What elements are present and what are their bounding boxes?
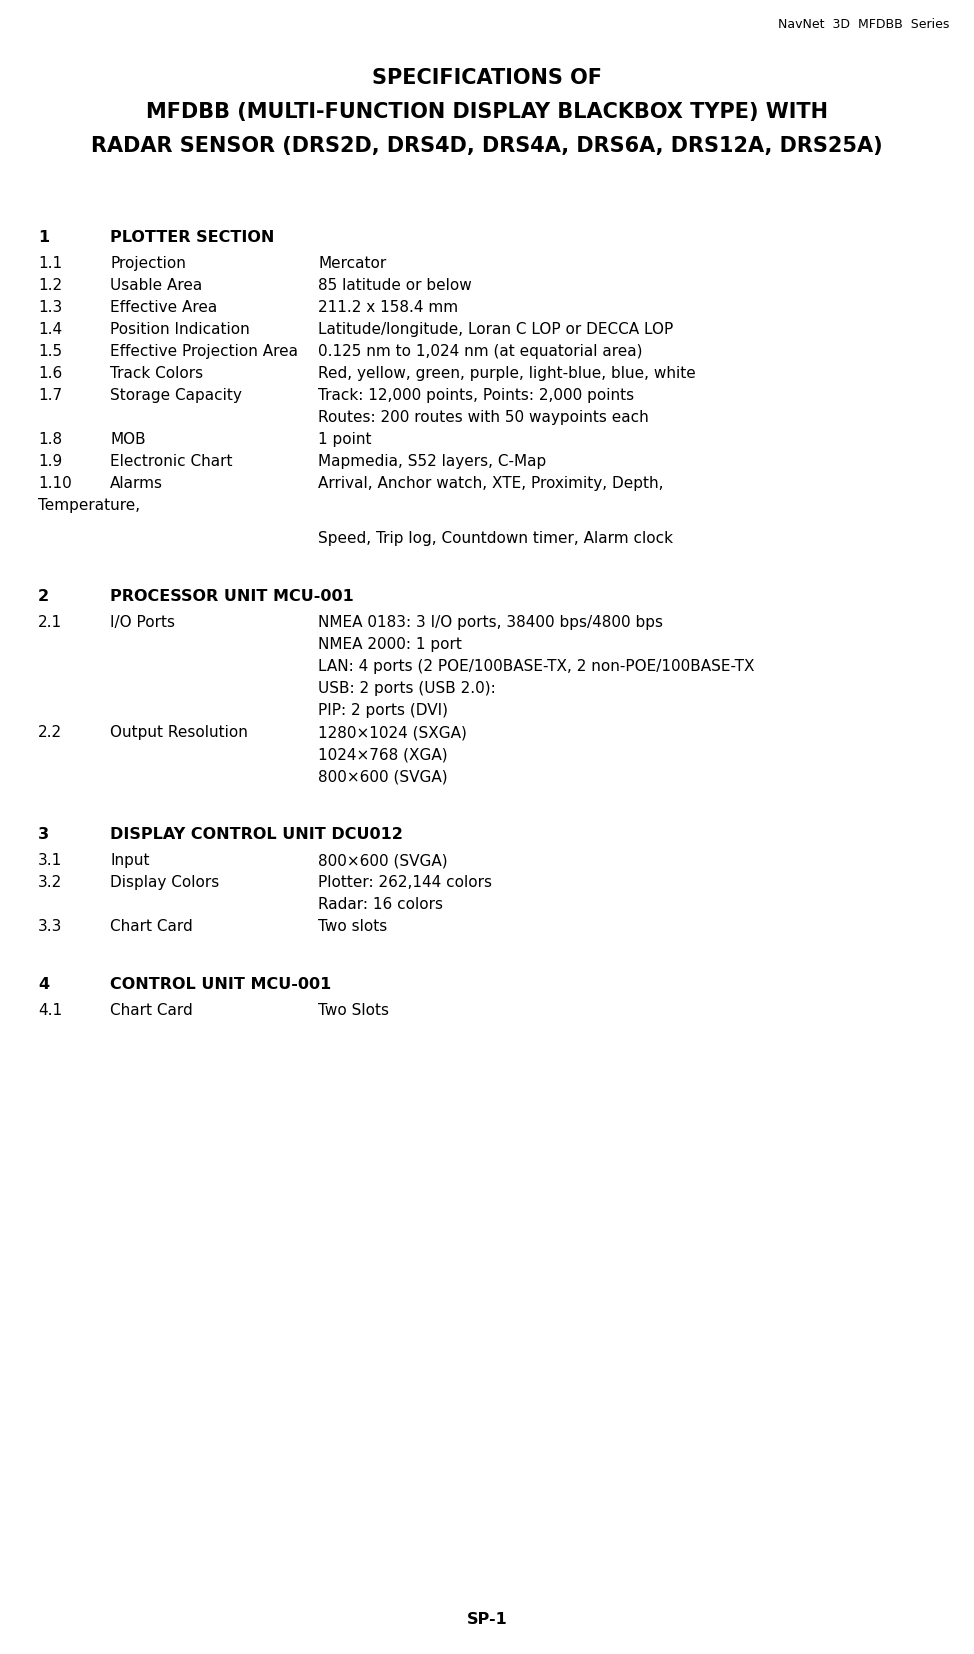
Text: RADAR SENSOR (DRS2D, DRS4D, DRS4A, DRS6A, DRS12A, DRS25A): RADAR SENSOR (DRS2D, DRS4D, DRS4A, DRS6A… [92, 136, 882, 155]
Text: Red, yellow, green, purple, light-blue, blue, white: Red, yellow, green, purple, light-blue, … [318, 366, 695, 380]
Text: 3.1: 3.1 [38, 853, 62, 868]
Text: 1.5: 1.5 [38, 344, 62, 359]
Text: Projection: Projection [110, 256, 186, 271]
Text: Effective Area: Effective Area [110, 299, 217, 314]
Text: MOB: MOB [110, 432, 146, 447]
Text: 1.9: 1.9 [38, 453, 62, 470]
Text: PLOTTER SECTION: PLOTTER SECTION [110, 230, 275, 245]
Text: Track Colors: Track Colors [110, 366, 204, 380]
Text: Alarms: Alarms [110, 476, 163, 491]
Text: PROCESSOR UNIT MCU-001: PROCESSOR UNIT MCU-001 [110, 589, 354, 604]
Text: 2.1: 2.1 [38, 615, 62, 630]
Text: 1: 1 [38, 230, 49, 245]
Text: 3.2: 3.2 [38, 875, 62, 890]
Text: 4: 4 [38, 978, 49, 992]
Text: NMEA 0183: 3 I/O ports, 38400 bps/4800 bps: NMEA 0183: 3 I/O ports, 38400 bps/4800 b… [318, 615, 663, 630]
Text: Effective Projection Area: Effective Projection Area [110, 344, 298, 359]
Text: 1.1: 1.1 [38, 256, 62, 271]
Text: 1.8: 1.8 [38, 432, 62, 447]
Text: Mercator: Mercator [318, 256, 387, 271]
Text: 800×600 (SVGA): 800×600 (SVGA) [318, 769, 448, 784]
Text: NavNet  3D  MFDBB  Series: NavNet 3D MFDBB Series [777, 18, 949, 31]
Text: 1.4: 1.4 [38, 323, 62, 337]
Text: 3.3: 3.3 [38, 920, 62, 935]
Text: I/O Ports: I/O Ports [110, 615, 175, 630]
Text: 4.1: 4.1 [38, 1002, 62, 1017]
Text: Storage Capacity: Storage Capacity [110, 389, 242, 404]
Text: USB: 2 ports (USB 2.0):: USB: 2 ports (USB 2.0): [318, 681, 496, 696]
Text: 211.2 x 158.4 mm: 211.2 x 158.4 mm [318, 299, 458, 314]
Text: 1 point: 1 point [318, 432, 371, 447]
Text: Display Colors: Display Colors [110, 875, 219, 890]
Text: 3: 3 [38, 827, 49, 842]
Text: 1.7: 1.7 [38, 389, 62, 404]
Text: Speed, Trip log, Countdown timer, Alarm clock: Speed, Trip log, Countdown timer, Alarm … [318, 531, 673, 546]
Text: Radar: 16 colors: Radar: 16 colors [318, 896, 443, 911]
Text: CONTROL UNIT MCU-001: CONTROL UNIT MCU-001 [110, 978, 331, 992]
Text: NMEA 2000: 1 port: NMEA 2000: 1 port [318, 637, 462, 652]
Text: Latitude/longitude, Loran C LOP or DECCA LOP: Latitude/longitude, Loran C LOP or DECCA… [318, 323, 673, 337]
Text: Two slots: Two slots [318, 920, 388, 935]
Text: 1024×768 (XGA): 1024×768 (XGA) [318, 748, 448, 762]
Text: 1.2: 1.2 [38, 278, 62, 293]
Text: SPECIFICATIONS OF: SPECIFICATIONS OF [372, 68, 602, 88]
Text: 1.6: 1.6 [38, 366, 62, 380]
Text: 0.125 nm to 1,024 nm (at equatorial area): 0.125 nm to 1,024 nm (at equatorial area… [318, 344, 643, 359]
Text: 1.3: 1.3 [38, 299, 62, 314]
Text: Position Indication: Position Indication [110, 323, 249, 337]
Text: Arrival, Anchor watch, XTE, Proximity, Depth,: Arrival, Anchor watch, XTE, Proximity, D… [318, 476, 663, 491]
Text: Output Resolution: Output Resolution [110, 724, 247, 739]
Text: 800×600 (SVGA): 800×600 (SVGA) [318, 853, 448, 868]
Text: Chart Card: Chart Card [110, 1002, 193, 1017]
Text: LAN: 4 ports (2 POE/100BASE-TX, 2 non-POE/100BASE-TX: LAN: 4 ports (2 POE/100BASE-TX, 2 non-PO… [318, 658, 755, 673]
Text: Input: Input [110, 853, 149, 868]
Text: MFDBB (MULTI-FUNCTION DISPLAY BLACKBOX TYPE) WITH: MFDBB (MULTI-FUNCTION DISPLAY BLACKBOX T… [146, 103, 828, 122]
Text: 1.10: 1.10 [38, 476, 72, 491]
Text: Electronic Chart: Electronic Chart [110, 453, 233, 470]
Text: DISPLAY CONTROL UNIT DCU012: DISPLAY CONTROL UNIT DCU012 [110, 827, 403, 842]
Text: 2.2: 2.2 [38, 724, 62, 739]
Text: Plotter: 262,144 colors: Plotter: 262,144 colors [318, 875, 492, 890]
Text: Usable Area: Usable Area [110, 278, 203, 293]
Text: Two Slots: Two Slots [318, 1002, 389, 1017]
Text: 85 latitude or below: 85 latitude or below [318, 278, 471, 293]
Text: 2: 2 [38, 589, 49, 604]
Text: SP-1: SP-1 [467, 1613, 507, 1628]
Text: Track: 12,000 points, Points: 2,000 points: Track: 12,000 points, Points: 2,000 poin… [318, 389, 634, 404]
Text: 1280×1024 (SXGA): 1280×1024 (SXGA) [318, 724, 467, 739]
Text: Chart Card: Chart Card [110, 920, 193, 935]
Text: Routes: 200 routes with 50 waypoints each: Routes: 200 routes with 50 waypoints eac… [318, 410, 649, 425]
Text: Temperature,: Temperature, [38, 498, 140, 513]
Text: Mapmedia, S52 layers, C-Map: Mapmedia, S52 layers, C-Map [318, 453, 546, 470]
Text: PIP: 2 ports (DVI): PIP: 2 ports (DVI) [318, 703, 448, 718]
